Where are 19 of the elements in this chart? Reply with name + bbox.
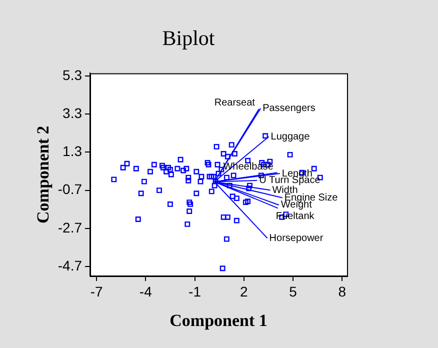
- y-tick-label: 5.3: [62, 66, 82, 83]
- y-axis-title: Component 2: [34, 126, 53, 224]
- x-tick-label: 5: [289, 283, 298, 300]
- series-label: Passengers: [262, 103, 316, 114]
- y-tick-label: -0.7: [58, 181, 82, 198]
- y-tick-label: -2.7: [58, 219, 82, 236]
- x-tick-label: -4: [139, 283, 152, 300]
- x-tick-label: -7: [90, 283, 103, 300]
- y-tick-label: -4.7: [58, 257, 82, 274]
- chart-title: Biplot: [162, 26, 215, 50]
- y-tick-label: 3.3: [62, 105, 82, 121]
- x-tick-label: 8: [338, 283, 346, 300]
- series-label: Rearseat: [214, 98, 256, 109]
- x-axis-title: Component 1: [170, 311, 268, 330]
- x-tick-label: 2: [240, 283, 248, 300]
- y-tick-label: 1.3: [62, 143, 82, 160]
- x-tick-label: -1: [188, 283, 202, 300]
- series-label: Horsepower: [269, 232, 324, 244]
- series-label: Luggage: [270, 131, 310, 142]
